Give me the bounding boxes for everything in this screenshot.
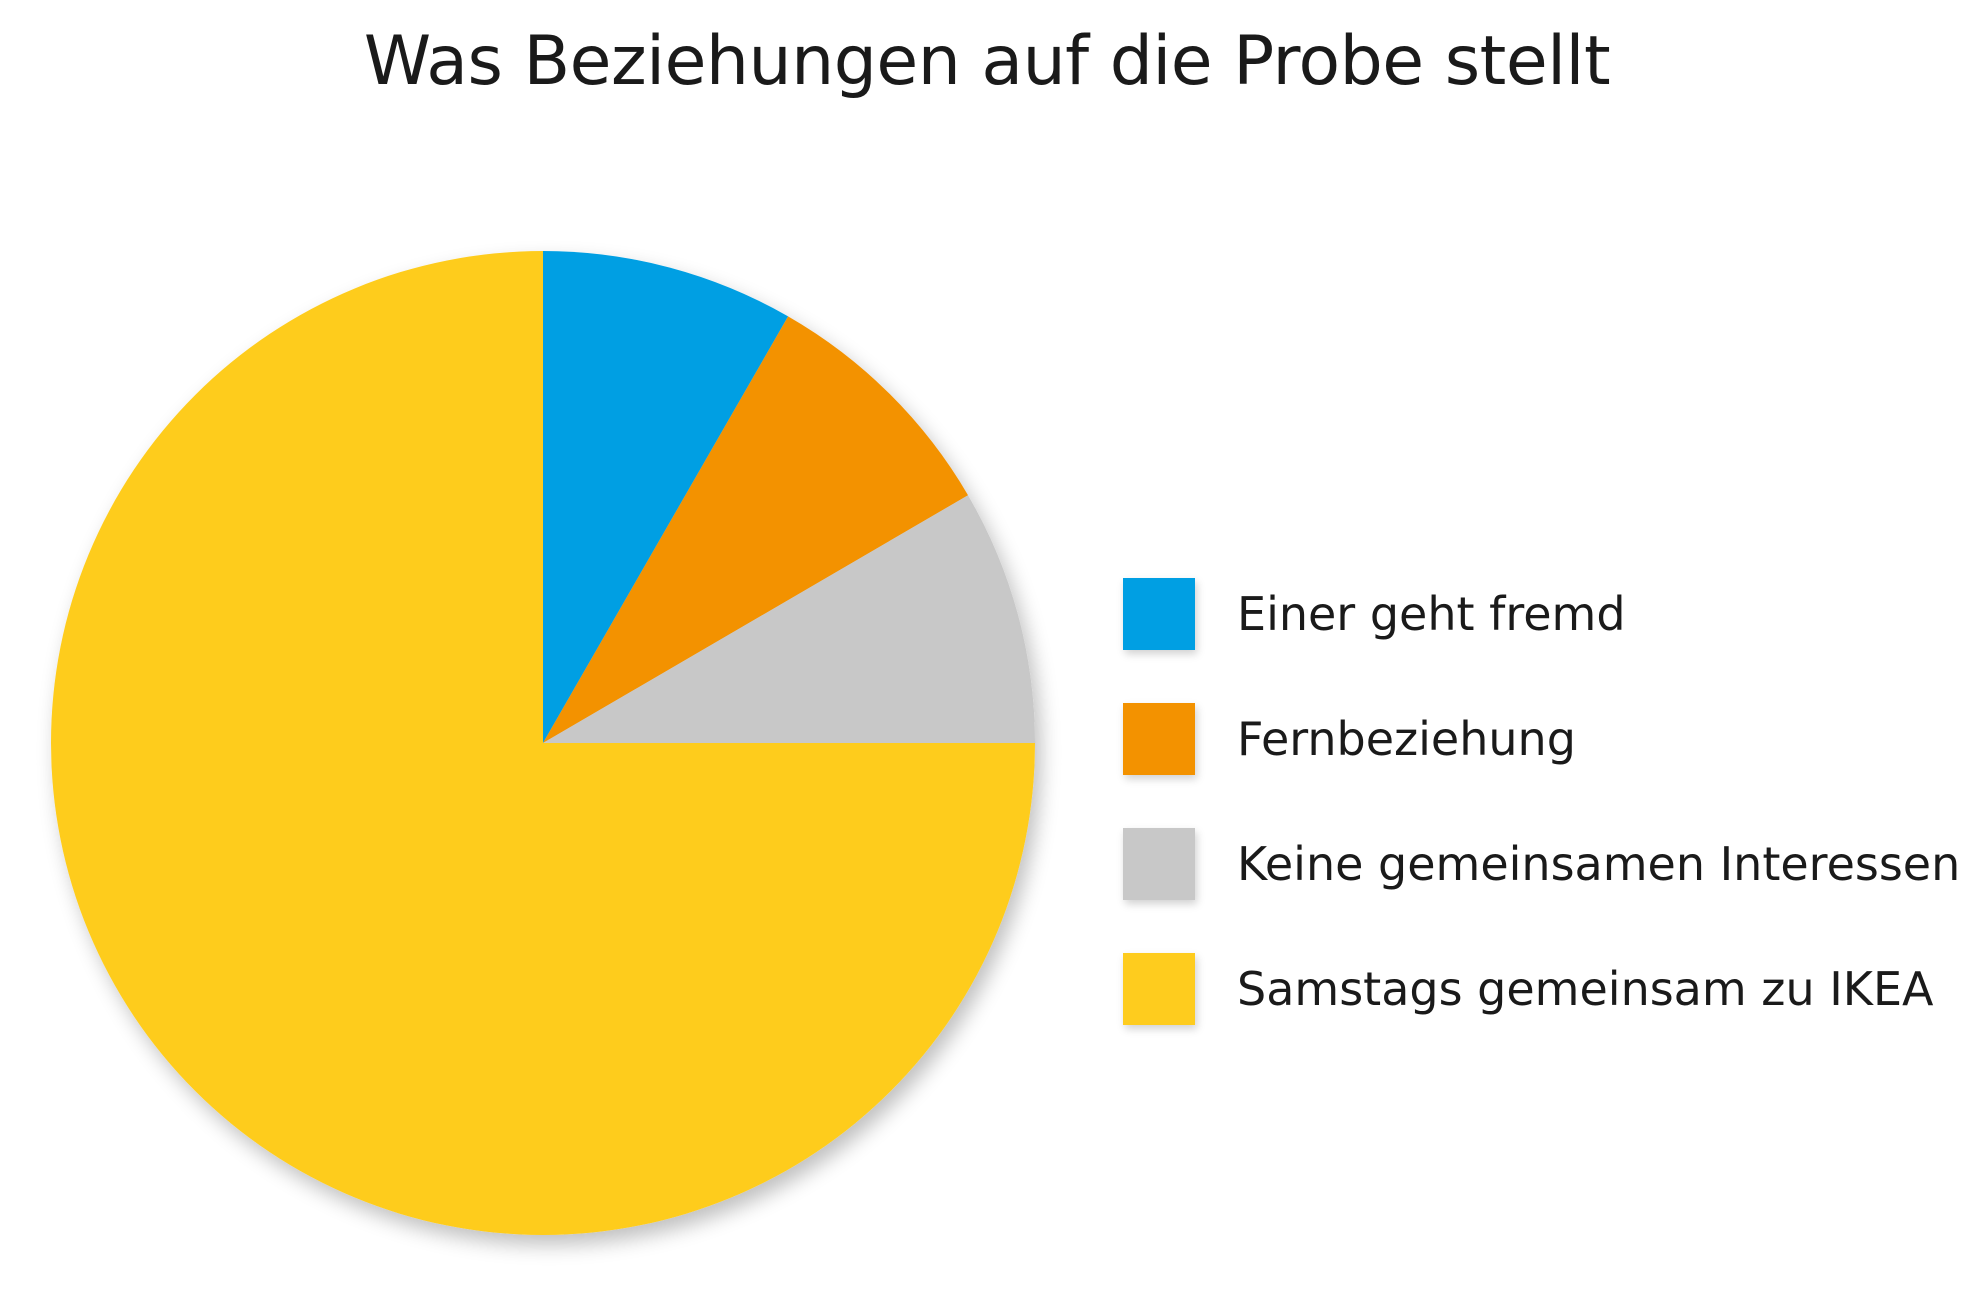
legend-label: Einer geht fremd: [1237, 587, 1626, 641]
legend-swatch: [1123, 703, 1195, 775]
legend-label: Fernbeziehung: [1237, 712, 1576, 766]
legend-item: Einer geht fremd: [1123, 578, 1963, 650]
pie-slice: [51, 251, 1035, 1235]
legend-item: Fernbeziehung: [1123, 703, 1963, 775]
pie-slices: [51, 251, 1035, 1235]
legend-swatch: [1123, 828, 1195, 900]
legend-label: Keine gemeinsamen Interessen: [1237, 837, 1961, 891]
pie-slice: [543, 316, 969, 743]
legend-swatch: [1123, 953, 1195, 1025]
legend-item: Keine gemeinsamen Interessen: [1123, 828, 1963, 900]
legend-item: Samstags gemeinsam zu IKEA: [1123, 953, 1963, 1025]
pie-slice: [543, 251, 789, 743]
pie-slice: [543, 495, 1035, 743]
legend-swatch: [1123, 578, 1195, 650]
legend: Einer geht fremd Fernbeziehung Keine gem…: [1123, 578, 1963, 1078]
legend-label: Samstags gemeinsam zu IKEA: [1237, 962, 1934, 1016]
chart-title: Was Beziehungen auf die Probe stellt: [363, 22, 1611, 101]
